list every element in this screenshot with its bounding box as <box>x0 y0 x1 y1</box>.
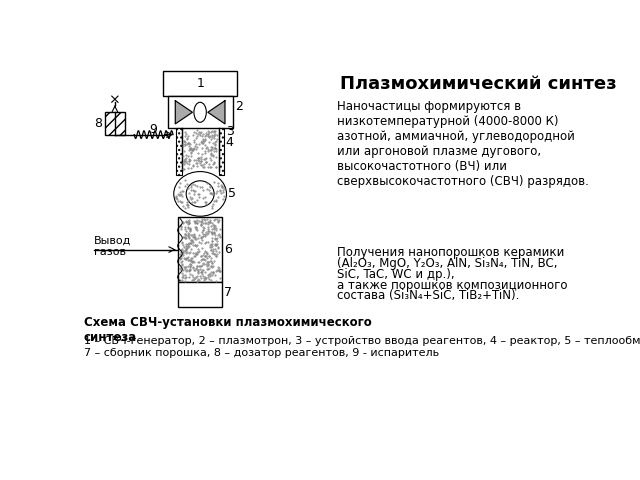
Text: 1: 1 <box>196 77 204 90</box>
Text: 4: 4 <box>226 136 234 149</box>
Text: а также порошков композиционного: а также порошков композиционного <box>337 278 568 291</box>
Text: состава (Si₃N₄+SiC, TiB₂+TiN).: состава (Si₃N₄+SiC, TiB₂+TiN). <box>337 289 520 302</box>
Bar <box>168 96 233 129</box>
Bar <box>179 217 222 282</box>
Bar <box>176 129 182 175</box>
Bar <box>179 282 222 307</box>
Text: 2: 2 <box>235 100 243 113</box>
Ellipse shape <box>174 171 227 216</box>
Text: Плазмохимический синтез: Плазмохимический синтез <box>340 74 616 93</box>
Text: 7: 7 <box>224 286 232 300</box>
Text: 5: 5 <box>228 187 236 200</box>
Polygon shape <box>208 101 225 124</box>
Text: Вывод
газов: Вывод газов <box>94 236 131 257</box>
Bar <box>105 111 125 134</box>
Polygon shape <box>175 101 193 124</box>
Bar <box>219 129 224 175</box>
Ellipse shape <box>186 181 214 207</box>
Text: SiC, TaC, WC и др.),: SiC, TaC, WC и др.), <box>337 268 455 281</box>
Text: 8: 8 <box>95 117 102 130</box>
Text: 9: 9 <box>150 123 157 136</box>
Text: 3: 3 <box>226 125 234 138</box>
Ellipse shape <box>194 102 206 122</box>
Text: Наночастицы формируются в
низкотемпературной (4000-8000 К)
азотной, аммиачной, у: Наночастицы формируются в низкотемперату… <box>337 100 589 188</box>
Bar <box>163 72 237 96</box>
Text: Схема СВЧ-установки плазмохимического
синтеза: Схема СВЧ-установки плазмохимического си… <box>84 316 372 344</box>
Text: 6: 6 <box>224 243 232 256</box>
Text: 1 – СВЧ-генератор, 2 – плазмотрон, 3 – устройство ввода реагентов, 4 – реактор, : 1 – СВЧ-генератор, 2 – плазмотрон, 3 – у… <box>84 336 640 358</box>
Text: Получения нанопорошков керамики: Получения нанопорошков керамики <box>337 246 564 259</box>
Text: (Al₂O₃, MgO, Y₂O₃, AlN, Si₃N₄, TiN, BC,: (Al₂O₃, MgO, Y₂O₃, AlN, Si₃N₄, TiN, BC, <box>337 257 558 270</box>
